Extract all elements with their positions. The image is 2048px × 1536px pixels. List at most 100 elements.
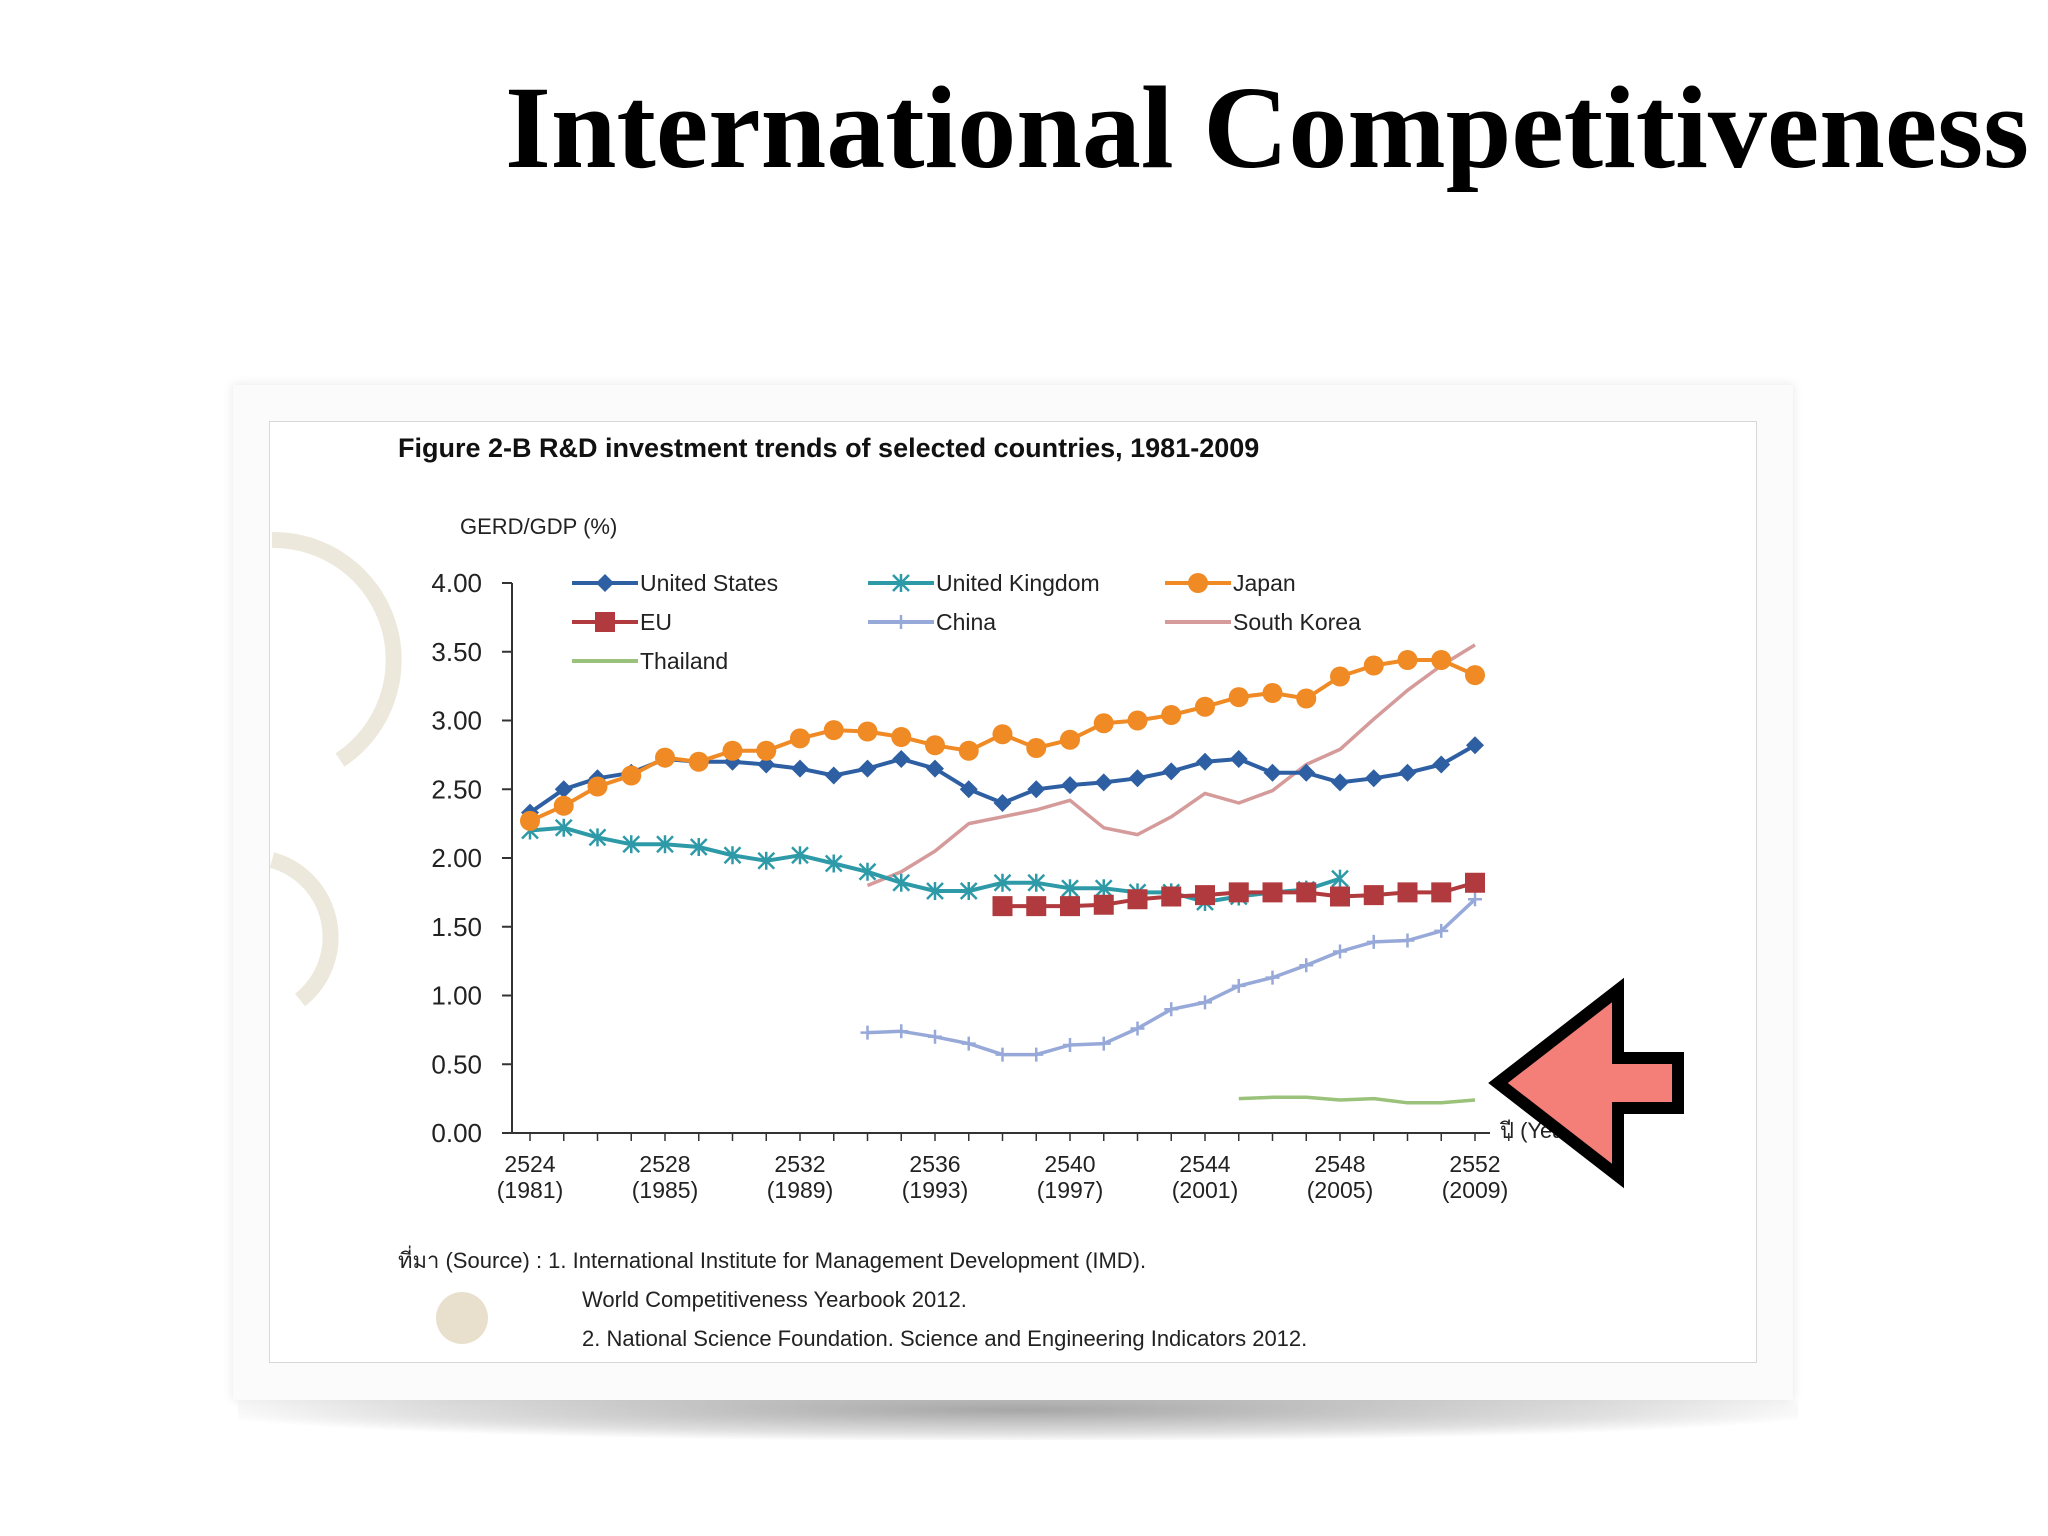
left-arrow-icon — [1488, 977, 1684, 1189]
legend-item-japan: Japan — [1165, 570, 1296, 596]
data-point-united-states — [1094, 773, 1113, 792]
data-point-japan — [756, 740, 777, 761]
x-tick-label: (2009) — [1442, 1177, 1508, 1203]
data-point-united-kingdom — [926, 882, 944, 900]
data-point-china — [1164, 1002, 1179, 1017]
legend-label: EU — [640, 609, 672, 635]
x-tick-label: 2540 — [1044, 1151, 1095, 1177]
x-tick-label: (1989) — [767, 1177, 833, 1203]
data-point-china — [1366, 934, 1381, 949]
data-point-united-kingdom — [1094, 879, 1113, 898]
data-point-eu — [1465, 872, 1485, 893]
x-tick-label: 2552 — [1449, 1151, 1500, 1177]
x-tick-label: 2548 — [1314, 1151, 1365, 1177]
data-point-japan — [1431, 650, 1452, 670]
data-point-japan — [621, 765, 642, 786]
data-point-united-states — [1398, 763, 1417, 782]
data-point-eu — [1127, 889, 1148, 910]
data-point-japan — [520, 810, 540, 831]
x-tick-label: 2524 — [504, 1151, 555, 1177]
legend-label: China — [936, 609, 996, 635]
data-point-china — [1096, 1036, 1111, 1051]
y-tick-label: 3.00 — [431, 706, 482, 736]
data-point-united-states — [1297, 763, 1316, 782]
data-point-united-kingdom — [858, 862, 877, 881]
data-point-united-kingdom — [689, 838, 708, 856]
data-point-japan — [1330, 666, 1350, 687]
data-point-united-states — [993, 794, 1012, 812]
legend-marker — [596, 574, 614, 592]
data-point-united-states — [1162, 762, 1181, 781]
data-point-japan — [891, 727, 912, 747]
series-layer — [520, 643, 1485, 1105]
data-point-eu — [1330, 886, 1350, 907]
x-tick-label: (2001) — [1172, 1177, 1238, 1203]
series-china — [860, 892, 1482, 1062]
data-point-united-states — [1196, 752, 1214, 771]
data-point-united-states — [926, 759, 944, 778]
data-point-china — [1063, 1038, 1077, 1052]
data-point-eu — [1397, 882, 1418, 903]
data-point-japan — [688, 751, 709, 772]
x-tick-label: (1981) — [497, 1177, 563, 1203]
y-ticks: 0.00 0.50 1.00 1.50 2.00 2.50 3.00 3.50 4.00 — [431, 568, 512, 1148]
data-point-united-kingdom — [959, 882, 978, 900]
series-line-china — [867, 898, 1477, 1057]
legend-label: South Korea — [1233, 609, 1361, 635]
legend-item-eu: EU — [572, 609, 672, 635]
data-point-china — [1468, 892, 1482, 907]
data-point-china — [1265, 970, 1280, 985]
data-point-united-states — [1061, 776, 1079, 795]
data-point-united-kingdom — [791, 846, 809, 865]
data-point-united-kingdom — [723, 846, 742, 865]
data-point-united-states — [959, 780, 978, 799]
y-tick-label: 2.50 — [431, 774, 482, 804]
data-point-china — [1130, 1021, 1145, 1036]
series-thailand — [1238, 1095, 1476, 1105]
x-ticks: 2524(1981) 2528(1985) 2532(1989) 2536(1993)… — [497, 1133, 1510, 1203]
data-point-united-states — [757, 755, 776, 774]
x-tick-label: 2532 — [774, 1151, 825, 1177]
data-point-united-kingdom — [1061, 879, 1079, 898]
legend-item-united-states: United States — [572, 570, 778, 596]
data-point-united-states — [1027, 780, 1046, 799]
data-point-japan — [1026, 738, 1047, 758]
data-point-japan — [790, 728, 810, 749]
data-point-japan — [925, 735, 945, 756]
data-point-united-kingdom — [588, 828, 607, 847]
legend-item-thailand: Thailand — [572, 648, 728, 674]
data-point-united-states — [892, 750, 911, 768]
data-point-united-kingdom — [892, 873, 911, 892]
data-point-japan — [1195, 696, 1215, 717]
x-tick-label: (1997) — [1037, 1177, 1103, 1203]
data-point-china — [1198, 995, 1212, 1010]
data-point-united-states — [791, 759, 809, 778]
data-point-united-kingdom — [1027, 873, 1046, 892]
figure-caption: Figure 2-B R&D investment trends of sele… — [398, 433, 1259, 463]
data-point-eu — [1262, 882, 1283, 903]
data-point-japan — [553, 795, 574, 816]
legend-item-united-kingdom: United Kingdom — [868, 570, 1100, 596]
legend-marker — [1188, 573, 1208, 593]
series-line-thailand — [1238, 1095, 1476, 1105]
legend-label: United States — [640, 570, 778, 596]
data-point-japan — [1161, 705, 1182, 725]
data-point-china — [1299, 958, 1314, 973]
data-point-eu — [1093, 894, 1114, 915]
x-tick-label: 2536 — [909, 1151, 960, 1177]
data-point-japan — [1228, 687, 1249, 708]
data-point-japan — [1397, 650, 1418, 670]
data-point-united-kingdom — [993, 873, 1012, 892]
data-point-japan — [1060, 729, 1080, 750]
data-point-japan — [1127, 710, 1148, 731]
data-point-united-states — [858, 759, 877, 778]
data-point-china — [1333, 944, 1347, 959]
source-line-1: ที่มา (Source) : 1. International Instit… — [398, 1245, 1146, 1273]
data-point-united-states — [824, 766, 843, 785]
data-point-japan — [1093, 713, 1114, 734]
legend-label: Japan — [1233, 570, 1296, 596]
legend-item-china: China — [868, 609, 996, 635]
data-point-japan — [1363, 655, 1384, 676]
legend-label: Thailand — [640, 648, 728, 674]
